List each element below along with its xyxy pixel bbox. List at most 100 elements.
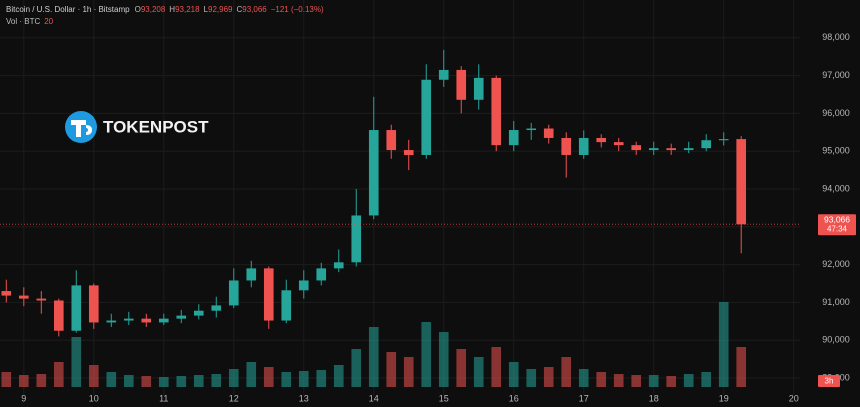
- y-tick-label: 98,000: [822, 32, 850, 42]
- ohlc-label: O: [135, 5, 141, 14]
- candle-body: [106, 320, 117, 323]
- volume-bar: [648, 375, 659, 387]
- volume-bar: [316, 370, 327, 387]
- volume-bar: [1, 372, 12, 387]
- candle-body: [193, 310, 204, 316]
- volume-bar: [281, 372, 292, 387]
- candle-body: [701, 140, 712, 149]
- volume-bar: [421, 322, 432, 387]
- volume-bar: [158, 377, 169, 387]
- candle-body: [631, 145, 642, 151]
- y-tick-label: 92,000: [822, 259, 850, 269]
- x-tick-label: 14: [369, 393, 379, 403]
- x-tick-label: 11: [159, 393, 168, 403]
- ohlc-value: 92,969: [208, 5, 233, 14]
- candle-body: [88, 285, 99, 323]
- candle-body: [18, 295, 29, 299]
- candle-body: [421, 79, 432, 155]
- volume-bar: [403, 357, 414, 387]
- volume-bar: [211, 374, 222, 387]
- candle-body: [333, 262, 344, 269]
- y-tick-label: 95,000: [822, 146, 850, 156]
- ohlc-label: C: [236, 5, 242, 14]
- volume-tag: 3h: [825, 377, 834, 386]
- candle-body: [526, 128, 537, 131]
- volume-bar: [631, 375, 642, 387]
- candle-body: [491, 77, 502, 146]
- candle-body: [456, 69, 467, 100]
- volume-bar: [351, 349, 362, 387]
- candle-body: [246, 268, 257, 281]
- chart-header: Bitcoin / U.S. Dollar · 1h · Bitstamp O 93…: [6, 5, 324, 14]
- volume-bar: [491, 347, 502, 387]
- volume-bar: [613, 374, 624, 387]
- candle-body: [438, 69, 449, 80]
- candle-body: [683, 148, 694, 151]
- candle-body: [561, 137, 572, 155]
- volume-legend: Vol · BTC 20: [6, 17, 54, 26]
- volume-bar: [578, 369, 589, 387]
- chart-title: Bitcoin / U.S. Dollar · 1h · Bitstamp: [6, 5, 130, 14]
- y-tick-label: 91,000: [822, 297, 850, 307]
- candle-body: [158, 318, 169, 323]
- ohlc-value: 93,218: [175, 5, 200, 14]
- volume-bar: [508, 362, 519, 387]
- candle-body: [718, 139, 729, 141]
- volume-bar: [736, 347, 747, 387]
- candle-body: [666, 148, 677, 151]
- countdown: 47:34: [827, 224, 848, 233]
- volume-tag-box: [818, 375, 840, 387]
- candle-body: [211, 305, 222, 311]
- watermark-text: TOKENPOST: [103, 117, 209, 136]
- volume-bar: [473, 357, 484, 387]
- x-tick-label: 13: [299, 393, 309, 403]
- volume-bar: [141, 376, 152, 387]
- volume-bar: [718, 302, 729, 387]
- volume-bar: [228, 369, 239, 387]
- x-tick-label: 20: [789, 393, 799, 403]
- ohlc-label: H: [169, 5, 175, 14]
- x-tick-label: 16: [509, 393, 519, 403]
- candle-body: [386, 130, 397, 151]
- candle-body: [176, 315, 187, 319]
- x-tick-label: 12: [229, 393, 239, 403]
- candle-body: [578, 137, 589, 155]
- volume-bar: [53, 362, 64, 387]
- candle-body: [351, 215, 362, 263]
- volume-bar: [18, 375, 29, 387]
- candle-body: [71, 285, 82, 331]
- volume-bar: [333, 365, 344, 387]
- candle-body: [736, 139, 747, 225]
- volume-bar: [71, 337, 82, 387]
- volume-bar: [526, 369, 537, 387]
- volume-legend-value: 20: [44, 17, 53, 26]
- candle-body: [228, 280, 239, 306]
- candle-body: [403, 150, 414, 155]
- volume-bar: [246, 362, 257, 387]
- volume-bar: [701, 372, 712, 387]
- volume-bar: [596, 372, 607, 387]
- last-price-tag: [818, 214, 856, 236]
- candle-body: [613, 142, 624, 146]
- volume-bar: [123, 375, 134, 387]
- candle-body: [543, 128, 554, 138]
- volume-bar: [666, 376, 677, 387]
- volume-bar: [368, 327, 379, 387]
- candle-body: [53, 300, 64, 331]
- volume-bar: [386, 352, 397, 387]
- volume-bar: [263, 367, 274, 387]
- candle-body: [508, 130, 519, 146]
- candle-body: [298, 280, 309, 291]
- candle-body: [263, 268, 274, 321]
- y-tick-label: 94,000: [822, 183, 850, 193]
- candle-body: [368, 130, 379, 216]
- x-tick-label: 10: [89, 393, 99, 403]
- x-tick-label: 17: [579, 393, 589, 403]
- candle-body: [123, 318, 134, 321]
- candle-body: [141, 318, 152, 323]
- volume-bar: [176, 376, 187, 387]
- candle-body: [648, 148, 659, 151]
- volume-bar: [88, 365, 99, 387]
